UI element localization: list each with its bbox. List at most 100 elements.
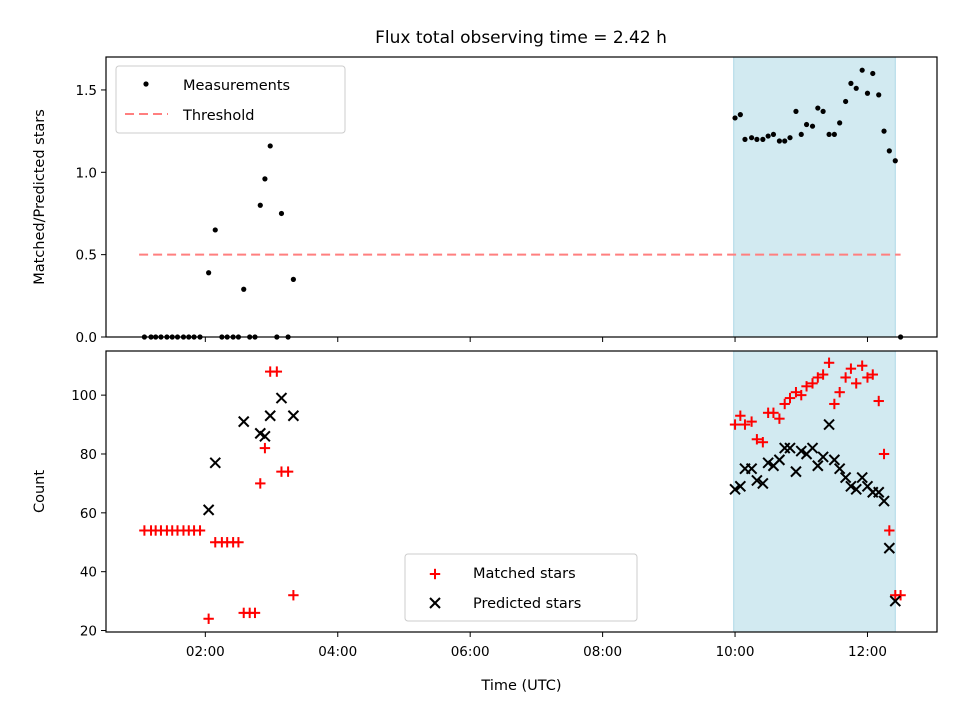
data-point	[209, 457, 221, 469]
legend-marker-measurements	[143, 81, 149, 87]
data-point	[848, 80, 854, 86]
data-point	[739, 419, 751, 430]
observing-window-shade	[733, 56, 896, 338]
data-point	[203, 613, 214, 624]
data-point	[757, 437, 769, 448]
y-tick-label: 0.0	[76, 330, 97, 346]
y-tick-label: 40	[80, 565, 97, 581]
data-point	[806, 442, 819, 454]
x-tick-label: 10:00	[716, 644, 755, 660]
data-point	[831, 131, 837, 138]
data-point	[828, 454, 841, 466]
data-point	[271, 366, 283, 377]
x-tick-label: 12:00	[848, 644, 887, 660]
data-point	[259, 430, 271, 443]
data-point	[751, 434, 763, 445]
data-point	[773, 454, 786, 466]
data-point	[290, 276, 296, 282]
data-point	[238, 415, 250, 428]
data-point	[864, 90, 871, 96]
chart-title: Flux total observing time = 2.42 h	[375, 28, 667, 48]
data-point	[267, 143, 273, 149]
data-point	[817, 451, 829, 463]
data-point	[784, 392, 796, 404]
data-point	[815, 105, 821, 111]
y-axis-label: Count	[32, 470, 48, 513]
data-point	[734, 480, 747, 493]
data-point	[262, 176, 268, 182]
data-point	[873, 486, 885, 498]
legend-marker-matched	[429, 568, 441, 580]
x-tick-label: 06:00	[451, 644, 490, 660]
data-point	[249, 607, 261, 619]
data-point	[820, 108, 826, 114]
data-point	[255, 478, 266, 489]
data-point	[801, 381, 812, 392]
series-measurements	[141, 67, 904, 340]
data-point	[787, 135, 793, 141]
x-tick-label: 02:00	[186, 644, 225, 660]
data-point	[793, 108, 799, 114]
data-point	[282, 466, 294, 477]
data-point	[878, 448, 890, 460]
data-point	[729, 483, 741, 496]
data-point	[843, 98, 849, 105]
legend-box	[404, 553, 638, 622]
data-point	[760, 136, 766, 142]
y-tick-label: 0.5	[76, 248, 97, 264]
y-tick-label: 80	[80, 447, 97, 463]
data-point	[742, 136, 748, 142]
data-point	[782, 138, 788, 144]
data-point	[754, 136, 760, 142]
bottom-panel-counts: 20 40 60 80 100 02:00 04:00 06:00 08:00 10:00 12:0…	[32, 350, 938, 694]
data-point	[839, 471, 852, 484]
data-point	[834, 386, 845, 398]
x-axis-label: Time (UTC)	[480, 678, 561, 694]
data-point	[762, 457, 774, 469]
legend-label-measurements: Measurements	[183, 78, 290, 94]
data-point	[870, 70, 876, 77]
data-point	[878, 495, 890, 507]
x-tick-label: 04:00	[318, 644, 357, 660]
data-point	[241, 286, 247, 292]
data-point	[233, 537, 244, 548]
y-tick-label: 60	[80, 506, 97, 522]
data-point	[751, 474, 763, 487]
data-point	[264, 410, 276, 422]
data-point	[194, 525, 206, 536]
legend-label-threshold: Threshold	[182, 108, 254, 124]
y-tick-label: 20	[80, 624, 97, 640]
data-point	[856, 471, 868, 484]
data-point	[206, 270, 212, 276]
data-point	[851, 378, 862, 389]
data-point	[856, 360, 868, 371]
data-point	[729, 419, 741, 430]
data-point	[278, 210, 285, 217]
data-point	[288, 590, 299, 601]
data-point	[884, 525, 895, 536]
data-point	[795, 445, 807, 457]
data-point	[859, 67, 865, 73]
data-point	[745, 462, 758, 475]
data-point	[837, 120, 843, 126]
data-point	[796, 389, 807, 401]
data-point	[765, 133, 771, 139]
data-point	[862, 372, 873, 383]
data-point	[768, 407, 779, 418]
data-point	[826, 131, 832, 138]
data-point	[259, 442, 271, 454]
y-tick-label: 1.0	[76, 165, 97, 181]
data-point	[807, 378, 818, 389]
data-point	[867, 369, 878, 380]
data-point	[757, 477, 769, 490]
data-point	[886, 148, 892, 154]
data-point	[774, 413, 785, 424]
data-point	[748, 135, 755, 141]
data-point	[746, 416, 757, 427]
x-tick-label: 08:00	[583, 644, 622, 660]
data-point	[790, 386, 802, 398]
data-point	[275, 392, 288, 404]
data-point	[732, 115, 738, 121]
data-point	[776, 138, 783, 144]
y-tick-label: 1.5	[76, 83, 97, 99]
